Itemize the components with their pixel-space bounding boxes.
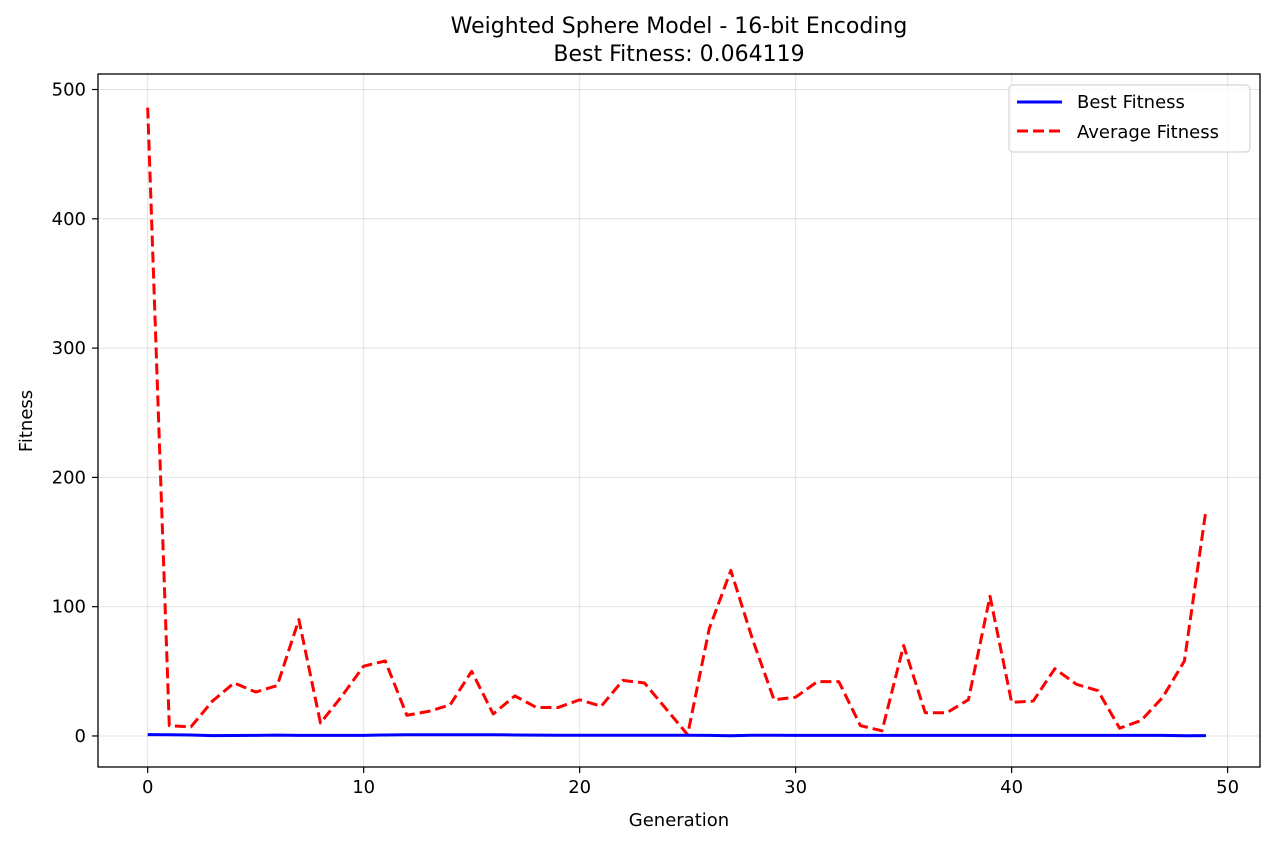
legend: Best Fitness Average Fitness: [1008, 84, 1251, 153]
x-axis-ticks: 0 10 20 30 40 50: [142, 767, 1239, 798]
x-tick-label: 10: [352, 777, 375, 798]
y-axis-ticks: 0 100 200 300 400 500: [52, 80, 98, 747]
legend-box: [1008, 84, 1251, 153]
chart-subtitle: Best Fitness: 0.064119: [553, 42, 804, 67]
plot-area-frame: [97, 73, 1261, 768]
series-lines: [146, 107, 1208, 738]
y-tick-label: 500: [52, 80, 86, 101]
best-fitness-line: [147, 733, 1207, 738]
x-tick-label: 40: [1000, 777, 1023, 798]
average-fitness-line: [146, 107, 1208, 737]
y-axis-label: Fitness: [16, 390, 37, 452]
legend-label-best: Best Fitness: [1077, 92, 1185, 113]
x-tick-label: 20: [568, 777, 591, 798]
y-tick-label: 400: [52, 209, 86, 230]
y-tick-label: 200: [52, 467, 86, 488]
x-tick-label: 50: [1216, 777, 1239, 798]
y-tick-label: 100: [52, 597, 86, 618]
legend-label-average: Average Fitness: [1077, 122, 1219, 143]
chart-title: Weighted Sphere Model - 16-bit Encoding: [451, 14, 908, 39]
y-tick-label: 300: [52, 338, 86, 359]
x-axis-label: Generation: [629, 810, 729, 831]
grid: [98, 74, 1260, 767]
x-tick-label: 0: [142, 777, 153, 798]
y-tick-label: 0: [75, 726, 86, 747]
x-tick-label: 30: [784, 777, 807, 798]
